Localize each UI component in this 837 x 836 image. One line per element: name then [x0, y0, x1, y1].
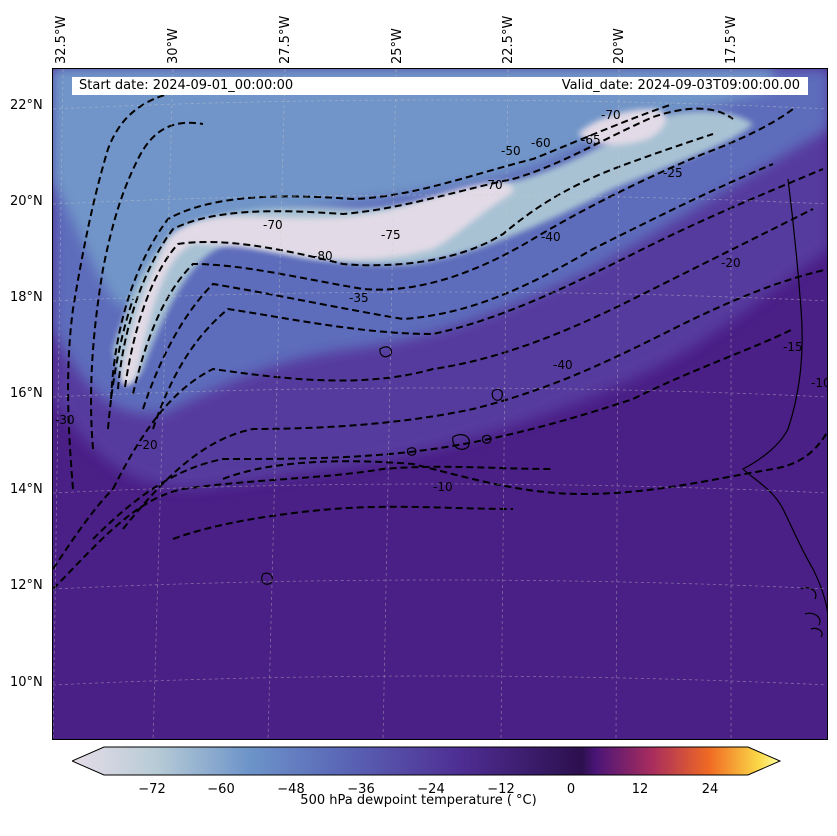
- contour-line: [132, 108, 794, 395]
- parallel-line: [53, 99, 827, 110]
- colorbar-tick: 12: [631, 782, 649, 797]
- longitude-label: 32.5°W: [54, 15, 69, 64]
- colorbar-tick: −36: [347, 782, 375, 797]
- contour-label: -20: [138, 438, 158, 452]
- latitude-label: 22°N: [10, 98, 43, 113]
- date-info-bar: Start date: 2024-09-01_00:00:00 Valid_da…: [72, 77, 808, 95]
- cape-verde-island: [481, 434, 492, 444]
- cape-verde-island: [406, 447, 417, 456]
- latitude-label: 14°N: [10, 482, 43, 497]
- contour-line: [90, 121, 204, 450]
- colorbar-tick: −12: [487, 782, 515, 797]
- latitude-label: 20°N: [10, 194, 43, 209]
- latitude-label: 12°N: [10, 578, 43, 593]
- contour-label: -70: [483, 178, 503, 192]
- longitude-label: 30°W: [166, 28, 181, 64]
- contour-line: [142, 163, 774, 410]
- meridian-line: [382, 69, 397, 739]
- coastlines: [261, 178, 827, 638]
- meridian-line: [53, 69, 64, 739]
- contour-label: -15: [783, 340, 803, 354]
- cape-verde-island: [452, 434, 470, 450]
- colorbar-tick: −48: [277, 782, 305, 797]
- contour-line: [53, 465, 554, 590]
- colorbar: [72, 746, 782, 776]
- longitude-label: 25°W: [390, 28, 405, 64]
- contour-label: -20: [721, 256, 741, 270]
- colorbar-tick: 24: [701, 782, 719, 797]
- latitude-label: 10°N: [10, 675, 43, 690]
- island-cluster: [800, 587, 823, 638]
- valid-date: Valid_date: 2024-09-03T09:00:00.00: [561, 78, 800, 93]
- map-panel: -70 -65 -60 -50 -70 -40 -25 -20 -15 -10 -35 -75 -80-…: [52, 68, 828, 740]
- longitude-label: 27.5°W: [278, 15, 293, 64]
- meridian-line: [615, 69, 620, 739]
- dry-core: [121, 182, 514, 386]
- cape-verde-island: [491, 388, 503, 401]
- contour-label: -50: [501, 144, 521, 158]
- contour-label: -10: [811, 376, 828, 390]
- latitude-label: 18°N: [10, 290, 43, 305]
- contour-line: [107, 168, 824, 430]
- contour-line: [124, 133, 714, 388]
- contour-label: -70: [263, 218, 283, 232]
- contour-line: [110, 103, 674, 400]
- contour-label: -80: [313, 249, 333, 263]
- meridian-line: [500, 69, 509, 739]
- longitude-label: 22.5°W: [501, 15, 516, 64]
- latitude-label: 16°N: [10, 386, 43, 401]
- parallel-line: [53, 675, 827, 686]
- meridian-line: [152, 69, 174, 739]
- longitude-label: 17.5°W: [724, 15, 739, 64]
- contour-line: [222, 430, 827, 496]
- colorbar-tick: −72: [138, 782, 166, 797]
- contour-label: -40: [541, 230, 561, 244]
- dry-core-east: [578, 109, 666, 146]
- colorbar-label: 500 hPa dewpoint temperature ( °C): [300, 793, 537, 808]
- contour-label: -75: [381, 228, 401, 242]
- contour-line: [67, 88, 194, 490]
- contour-label: -40: [553, 358, 573, 372]
- colorbar-tick: −24: [417, 782, 445, 797]
- parallel-line: [53, 387, 827, 398]
- contour-line: [112, 208, 814, 490]
- colorbar-tick: 0: [566, 782, 576, 797]
- cape-verde-island: [261, 572, 273, 585]
- contour-label: -65: [581, 133, 601, 147]
- longitude-label: 20°W: [612, 28, 627, 64]
- africa-coastline: [741, 178, 827, 613]
- contour-line: [117, 107, 734, 390]
- contour-label: -25: [663, 166, 683, 180]
- meridian-line: [267, 69, 286, 739]
- contour-line: [122, 268, 827, 530]
- contour-label: -30: [55, 413, 75, 427]
- dewpoint-contours: [53, 88, 827, 590]
- graticule: [53, 69, 827, 739]
- parallel-line: [53, 291, 827, 302]
- contour-line: [53, 488, 114, 570]
- colorbar-body: [72, 746, 782, 776]
- start-date: Start date: 2024-09-01_00:00:00: [79, 78, 294, 93]
- contour-line: [172, 505, 514, 540]
- contour-label: -35: [349, 291, 369, 305]
- cape-verde-island: [379, 346, 392, 358]
- contour-labels: -70-65-60-50-70-40-25-20-15-10-35-75-80-…: [55, 108, 828, 494]
- parallel-line: [53, 483, 827, 494]
- parallel-line: [53, 579, 827, 590]
- contour-label: -70: [601, 108, 621, 122]
- contour-line: [92, 328, 794, 540]
- colorbar-tick: −60: [207, 782, 235, 797]
- dewpoint-field: -70-65-60-50-70-40-25-20-15-10-35-75-80-…: [53, 69, 828, 739]
- parallel-line: [53, 194, 827, 205]
- contour-label: -60: [531, 136, 551, 150]
- contour-label: -10: [433, 480, 453, 494]
